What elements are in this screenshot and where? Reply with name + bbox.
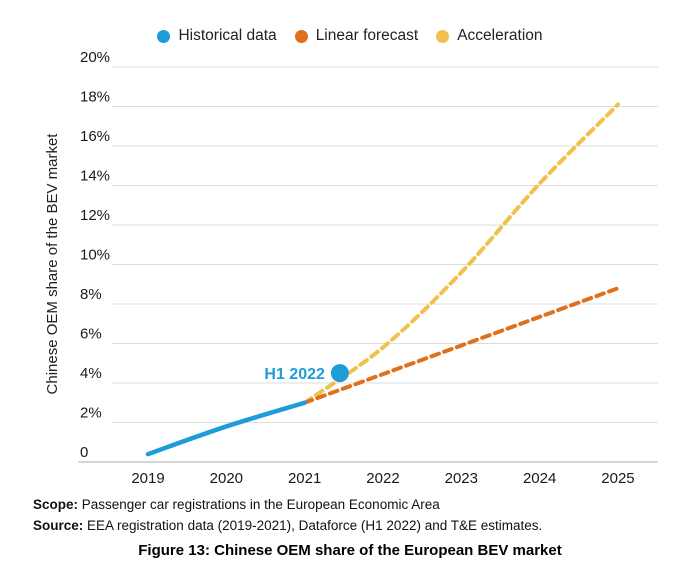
y-tick-label-8%: 8%: [80, 286, 102, 303]
x-tick-label-2024: 2024: [523, 470, 556, 487]
y-tick-label-2%: 2%: [80, 405, 102, 422]
y-tick-label-12%: 12%: [80, 207, 110, 224]
chart-legend: Historical data Linear forecast Accelera…: [0, 27, 700, 45]
y-tick-label-0: 0: [80, 444, 88, 461]
x-tick-label-2020: 2020: [210, 470, 243, 487]
y-tick-label-18%: 18%: [80, 89, 110, 106]
y-tick-label-10%: 10%: [80, 247, 110, 264]
h1-2022-annotation-label: H1 2022: [264, 366, 325, 383]
legend-item-acceleration: Acceleration: [436, 27, 543, 45]
y-tick-label-16%: 16%: [80, 128, 110, 145]
x-tick-label-2022: 2022: [366, 470, 399, 487]
x-tick-label-2023: 2023: [445, 470, 478, 487]
chart-notes: Scope: Passenger car registrations in th…: [33, 494, 673, 536]
legend-label-acceleration: Acceleration: [457, 27, 543, 44]
legend-label-linear-forecast: Linear forecast: [315, 27, 419, 44]
historical-data-dot-icon: [157, 29, 171, 43]
legend-item-linear-forecast: Linear forecast: [294, 27, 419, 45]
figure-caption: Figure 13: Chinese OEM share of the Euro…: [138, 542, 562, 559]
y-tick-label-6%: 6%: [80, 326, 102, 343]
source-text: EEA registration data (2019-2021), Dataf…: [83, 518, 543, 533]
acceleration-dot-icon: [436, 29, 450, 43]
legend-item-historical-data: Historical data: [157, 27, 277, 45]
series-line-acceleration: [302, 102, 620, 405]
y-tick-label-20%: 20%: [80, 49, 110, 66]
linear-forecast-dot-icon: [294, 29, 308, 43]
series-line-historical-data: [145, 400, 307, 457]
scope-text: Passenger car registrations in the Europ…: [78, 497, 440, 512]
y-tick-label-14%: 14%: [80, 168, 110, 185]
bev-share-line-chart: 0 2% 4% 6% 8% 10% 12% 14% 16% 18% 20% 2019 2020 2021 2…: [44, 49, 658, 487]
h1-2022-data-point: [330, 364, 349, 383]
source-label: Source:: [33, 518, 84, 533]
y-tick-label-4%: 4%: [80, 365, 102, 382]
x-tick-label-2025: 2025: [601, 470, 634, 487]
scope-note: Scope: Passenger car registrations in th…: [33, 494, 673, 515]
source-note: Source: EEA registration data (2019-2021…: [33, 515, 673, 536]
legend-label-historical-data: Historical data: [178, 27, 277, 44]
x-tick-label-2019: 2019: [131, 470, 164, 487]
series-line-linear-forecast: [302, 286, 620, 405]
y-axis-title: Chinese OEM share of the BEV market: [44, 133, 61, 395]
scope-label: Scope:: [33, 497, 79, 512]
x-tick-label-2021: 2021: [288, 470, 321, 487]
